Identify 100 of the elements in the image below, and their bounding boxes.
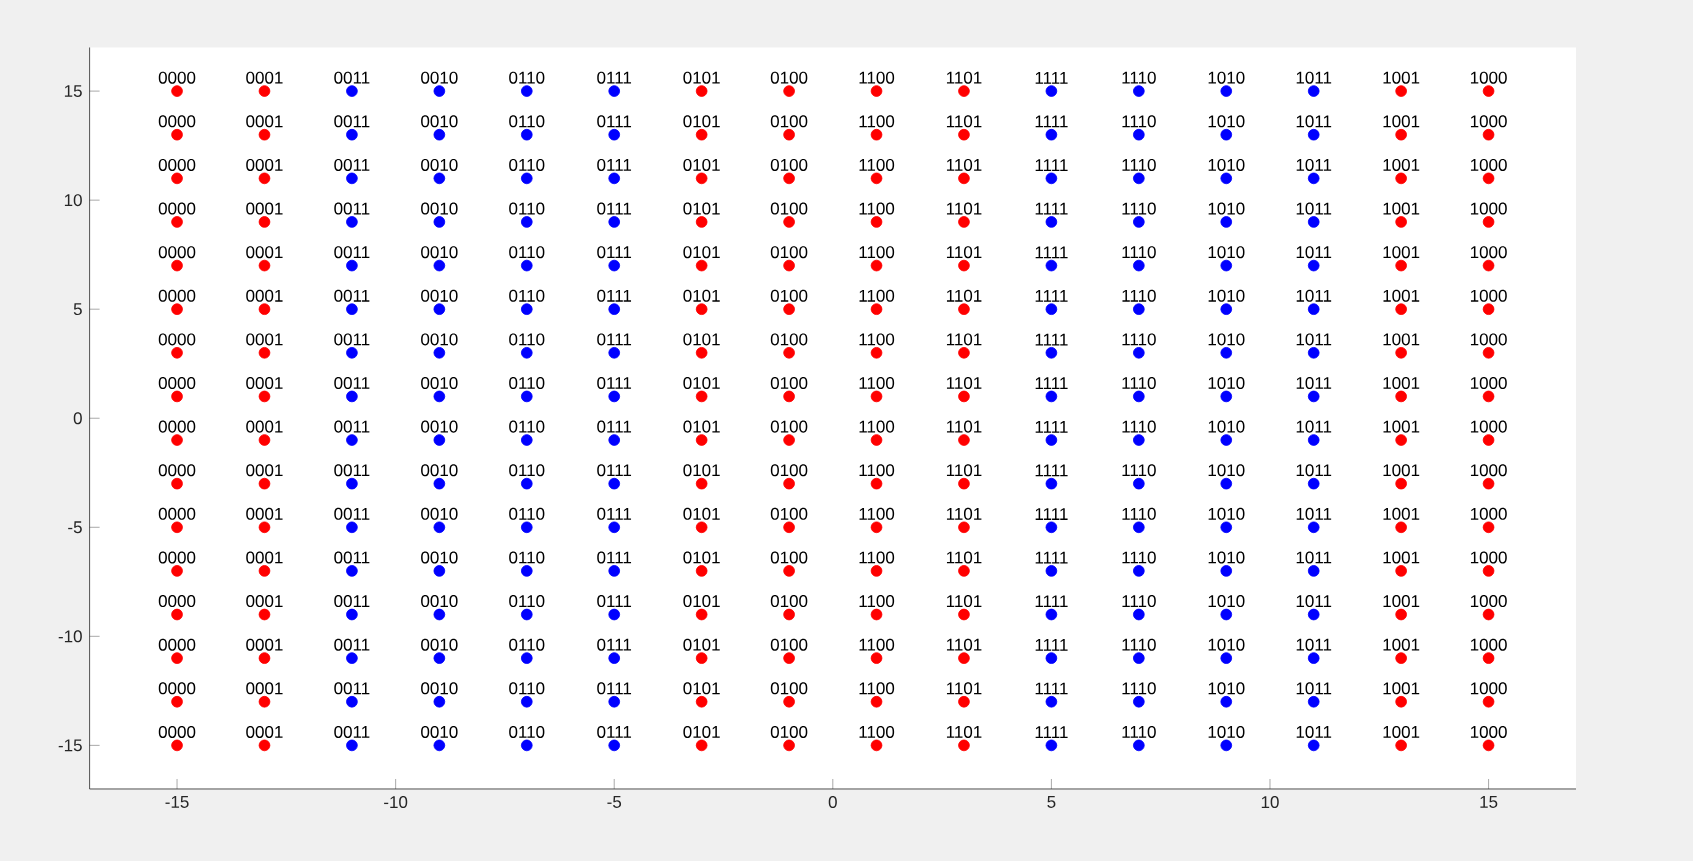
annotation: 0010	[421, 725, 458, 738]
annotation: 1010	[1208, 420, 1245, 433]
y-tick-label: -10	[58, 630, 82, 643]
annotation: 1001	[1383, 420, 1420, 433]
annotation: 1110	[1122, 71, 1156, 84]
annotation: 1011	[1296, 551, 1332, 564]
x-tick-label: 10	[1261, 796, 1279, 809]
annotation: 1101	[946, 202, 982, 215]
annotation: 0001	[246, 202, 283, 215]
annotation: 0001	[246, 71, 283, 84]
annotation: 0011	[334, 725, 370, 738]
annotation: 0000	[158, 507, 196, 520]
annotation: 0111	[597, 158, 632, 171]
annotation: 0110	[509, 158, 545, 171]
annotation: 1000	[1470, 551, 1507, 564]
annotation: 1110	[1122, 246, 1156, 259]
annotation: 1100	[859, 464, 895, 477]
annotation: 0100	[770, 115, 808, 128]
annotation: 1000	[1470, 158, 1507, 171]
annotation: 1100	[859, 115, 895, 128]
annotation: 0111	[597, 595, 632, 608]
annotation: 0110	[509, 246, 545, 259]
annotation: 1110	[1122, 202, 1156, 215]
annotation: 0111	[597, 115, 632, 128]
annotation: 1100	[859, 595, 895, 608]
x-tick-label: -10	[384, 796, 408, 809]
annotation: 0000	[158, 725, 196, 738]
annotation: 0010	[421, 158, 458, 171]
annotation: 1010	[1208, 333, 1245, 346]
annotation: 1011	[1296, 595, 1332, 608]
annotation: 0110	[509, 289, 545, 302]
annotation: 1111	[1035, 639, 1068, 651]
annotation: 1110	[1122, 507, 1156, 520]
annotation: 0101	[683, 333, 720, 346]
annotation: 1011	[1296, 507, 1332, 520]
annotation: 0010	[421, 551, 458, 564]
annotation: 0011	[334, 551, 370, 564]
annotation: 0010	[421, 420, 458, 433]
annotation: 0100	[770, 246, 808, 259]
annotation: 1011	[1296, 682, 1332, 695]
annotation: 1100	[859, 638, 895, 651]
annotation: 1000	[1470, 682, 1507, 695]
annotation: 1010	[1208, 551, 1245, 564]
annotation: 0001	[246, 420, 283, 433]
annotation: 0010	[421, 246, 458, 259]
annotation: 1001	[1383, 507, 1420, 520]
annotation: 0001	[246, 638, 283, 651]
annotation: 0001	[246, 246, 283, 259]
annotation: 1101	[946, 638, 982, 651]
annotation: 0111	[597, 202, 632, 215]
annotation: 0011	[334, 71, 370, 84]
annotation: 0111	[597, 464, 632, 477]
x-tick-label: -5	[607, 796, 622, 808]
annotation: 1001	[1383, 725, 1420, 738]
annotation: 0001	[246, 158, 283, 171]
annotation: 0101	[683, 638, 720, 651]
annotation: 1111	[1035, 159, 1068, 171]
annotation: 0101	[683, 420, 720, 433]
annotation: 0000	[158, 202, 196, 215]
annotation: 1101	[946, 289, 982, 302]
annotation: 1110	[1122, 464, 1156, 477]
annotation: 1010	[1208, 71, 1245, 84]
annotation: 0000	[158, 377, 196, 390]
annotation: 1111	[1035, 420, 1068, 433]
annotation: 1010	[1208, 638, 1245, 651]
annotation: 1101	[946, 507, 982, 520]
annotation: 1000	[1470, 289, 1507, 302]
annotation: 0101	[683, 289, 720, 302]
annotation: 1100	[859, 246, 895, 259]
x-tick-label: 0	[828, 796, 837, 809]
annotation: 0111	[597, 246, 632, 259]
annotation: 0000	[158, 551, 196, 564]
annotation: 0010	[421, 115, 458, 128]
y-tick-label: -15	[58, 739, 82, 752]
annotation: 0001	[246, 551, 283, 564]
annotation: 0000	[158, 333, 196, 346]
annotation: 1001	[1383, 158, 1420, 171]
annotation: 1110	[1122, 551, 1156, 564]
annotation: 0010	[421, 377, 458, 390]
annotation: 0110	[509, 725, 545, 738]
annotation: 0111	[597, 289, 632, 302]
y-tick-label: 5	[73, 303, 82, 316]
annotation: 1100	[859, 289, 895, 302]
annotation: 0011	[334, 246, 370, 259]
annotation: 0110	[509, 551, 545, 564]
annotation: 0010	[421, 638, 458, 651]
annotation: 0110	[509, 115, 545, 128]
annotation: 0100	[770, 333, 808, 346]
y-tick-label: 0	[73, 412, 82, 425]
annotation: 1010	[1208, 682, 1245, 695]
annotation: 1011	[1296, 725, 1332, 738]
annotation: 1011	[1296, 158, 1332, 171]
annotation: 1000	[1470, 246, 1507, 259]
annotation: 1000	[1470, 333, 1507, 346]
annotation: 0111	[597, 725, 632, 738]
annotation: 0101	[683, 377, 720, 390]
annotation: 0101	[683, 551, 720, 564]
annotation: 0110	[509, 682, 545, 695]
annotation: 0101	[683, 158, 720, 171]
annotation: 0011	[334, 289, 370, 302]
